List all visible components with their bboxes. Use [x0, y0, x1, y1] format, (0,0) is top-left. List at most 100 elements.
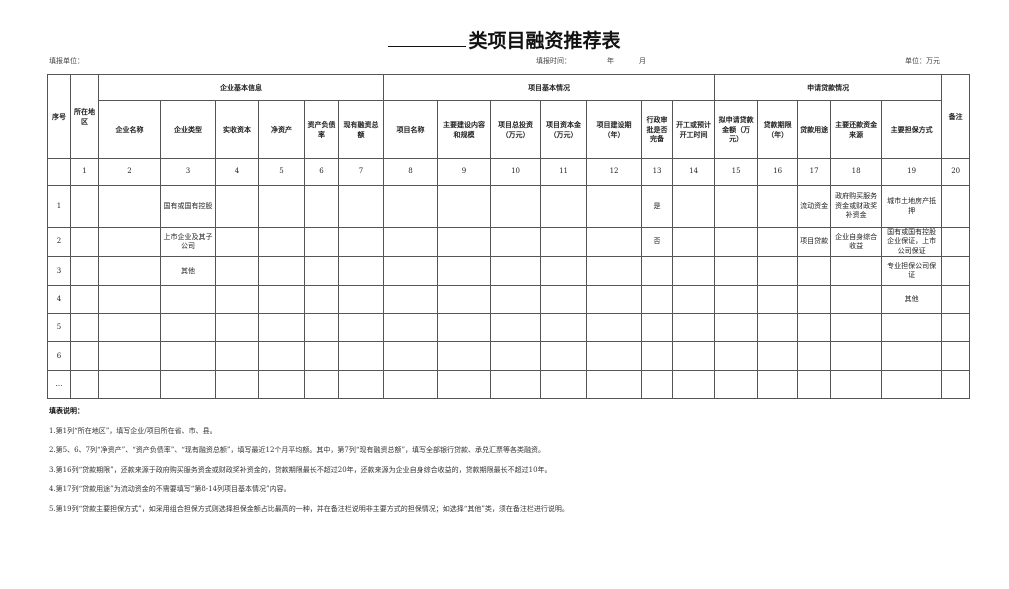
table-cell[interactable] [98, 341, 161, 372]
table-cell[interactable] [160, 285, 216, 315]
table-cell[interactable]: 政府购买服务资金或财政奖补资金 [830, 185, 883, 228]
table-cell[interactable] [941, 256, 971, 287]
table-cell[interactable]: 国有或国有控股 [160, 185, 216, 228]
table-cell[interactable] [304, 185, 339, 228]
table-cell[interactable] [383, 226, 439, 258]
table-cell[interactable] [437, 285, 492, 315]
table-cell[interactable] [714, 256, 759, 287]
table-cell[interactable] [797, 285, 832, 315]
table-cell[interactable] [672, 226, 716, 258]
table-cell[interactable] [160, 370, 216, 400]
table-cell[interactable] [941, 285, 971, 315]
table-cell[interactable] [881, 313, 943, 343]
table-cell[interactable] [70, 226, 99, 258]
table-cell[interactable]: 流动资金 [797, 185, 832, 228]
table-cell[interactable] [70, 313, 99, 343]
table-cell[interactable] [586, 370, 643, 400]
table-cell[interactable]: 专业担保公司保证 [881, 256, 943, 287]
table-cell[interactable] [160, 341, 216, 372]
table-cell[interactable]: 1 [47, 185, 71, 228]
table-cell[interactable] [304, 226, 339, 258]
table-cell[interactable] [672, 313, 716, 343]
table-cell[interactable] [757, 226, 799, 258]
table-cell[interactable]: 城市土地房产抵押 [881, 185, 943, 228]
table-cell[interactable] [714, 341, 759, 372]
table-cell[interactable] [757, 285, 799, 315]
table-cell[interactable] [490, 313, 542, 343]
table-cell[interactable]: 6 [47, 341, 71, 372]
table-cell[interactable] [586, 285, 643, 315]
table-cell[interactable] [258, 285, 305, 315]
table-cell[interactable] [757, 370, 799, 400]
table-cell[interactable] [490, 185, 542, 228]
table-cell[interactable] [215, 185, 259, 228]
table-cell[interactable] [830, 341, 883, 372]
table-cell[interactable] [672, 370, 716, 400]
table-cell[interactable] [70, 185, 99, 228]
table-cell[interactable] [98, 256, 161, 287]
table-cell[interactable] [540, 341, 588, 372]
table-cell[interactable] [881, 370, 943, 400]
table-cell[interactable] [337, 370, 385, 400]
table-cell[interactable] [337, 313, 385, 343]
table-cell[interactable] [714, 285, 759, 315]
table-cell[interactable] [337, 285, 385, 315]
table-cell[interactable] [304, 313, 339, 343]
table-cell[interactable] [437, 313, 492, 343]
table-cell[interactable] [490, 226, 542, 258]
table-cell[interactable]: 4 [47, 285, 71, 315]
table-cell[interactable] [70, 370, 99, 400]
table-cell[interactable]: … [47, 370, 71, 400]
table-cell[interactable] [714, 226, 759, 258]
table-cell[interactable] [540, 226, 588, 258]
table-cell[interactable] [586, 185, 643, 228]
table-cell[interactable] [258, 256, 305, 287]
table-cell[interactable] [215, 256, 259, 287]
table-cell[interactable] [383, 341, 439, 372]
table-cell[interactable]: 3 [47, 256, 71, 287]
table-cell[interactable] [540, 185, 588, 228]
table-cell[interactable] [337, 185, 385, 228]
table-cell[interactable] [215, 313, 259, 343]
table-cell[interactable] [941, 313, 971, 343]
table-cell[interactable]: 国有或国有控股企业保证，上市公司保证 [881, 226, 943, 258]
table-cell[interactable] [98, 313, 161, 343]
table-cell[interactable] [586, 341, 643, 372]
table-cell[interactable] [337, 256, 385, 287]
table-cell[interactable]: 上市企业及其子公司 [160, 226, 216, 258]
table-cell[interactable] [70, 341, 99, 372]
table-cell[interactable] [437, 256, 492, 287]
table-cell[interactable] [98, 185, 161, 228]
table-cell[interactable]: 其他 [160, 256, 216, 287]
table-cell[interactable] [98, 370, 161, 400]
table-cell[interactable] [797, 256, 832, 287]
table-cell[interactable] [757, 256, 799, 287]
table-cell[interactable]: 其他 [881, 285, 943, 315]
table-cell[interactable] [437, 185, 492, 228]
table-cell[interactable] [830, 313, 883, 343]
table-cell[interactable] [941, 341, 971, 372]
table-cell[interactable] [215, 285, 259, 315]
table-cell[interactable] [797, 313, 832, 343]
table-cell[interactable] [941, 185, 971, 228]
table-cell[interactable] [672, 341, 716, 372]
table-cell[interactable] [586, 313, 643, 343]
table-cell[interactable] [383, 256, 439, 287]
table-cell[interactable] [98, 226, 161, 258]
table-cell[interactable] [383, 370, 439, 400]
table-cell[interactable] [586, 256, 643, 287]
table-cell[interactable] [258, 185, 305, 228]
table-cell[interactable] [258, 313, 305, 343]
table-cell[interactable] [757, 185, 799, 228]
table-cell[interactable] [641, 313, 674, 343]
table-cell[interactable] [215, 226, 259, 258]
table-cell[interactable] [714, 313, 759, 343]
table-cell[interactable] [830, 256, 883, 287]
table-cell[interactable] [714, 185, 759, 228]
table-cell[interactable] [540, 313, 588, 343]
table-cell[interactable] [160, 313, 216, 343]
table-cell[interactable] [672, 185, 716, 228]
table-cell[interactable] [714, 370, 759, 400]
table-cell[interactable] [98, 285, 161, 315]
table-cell[interactable]: 否 [641, 226, 674, 258]
